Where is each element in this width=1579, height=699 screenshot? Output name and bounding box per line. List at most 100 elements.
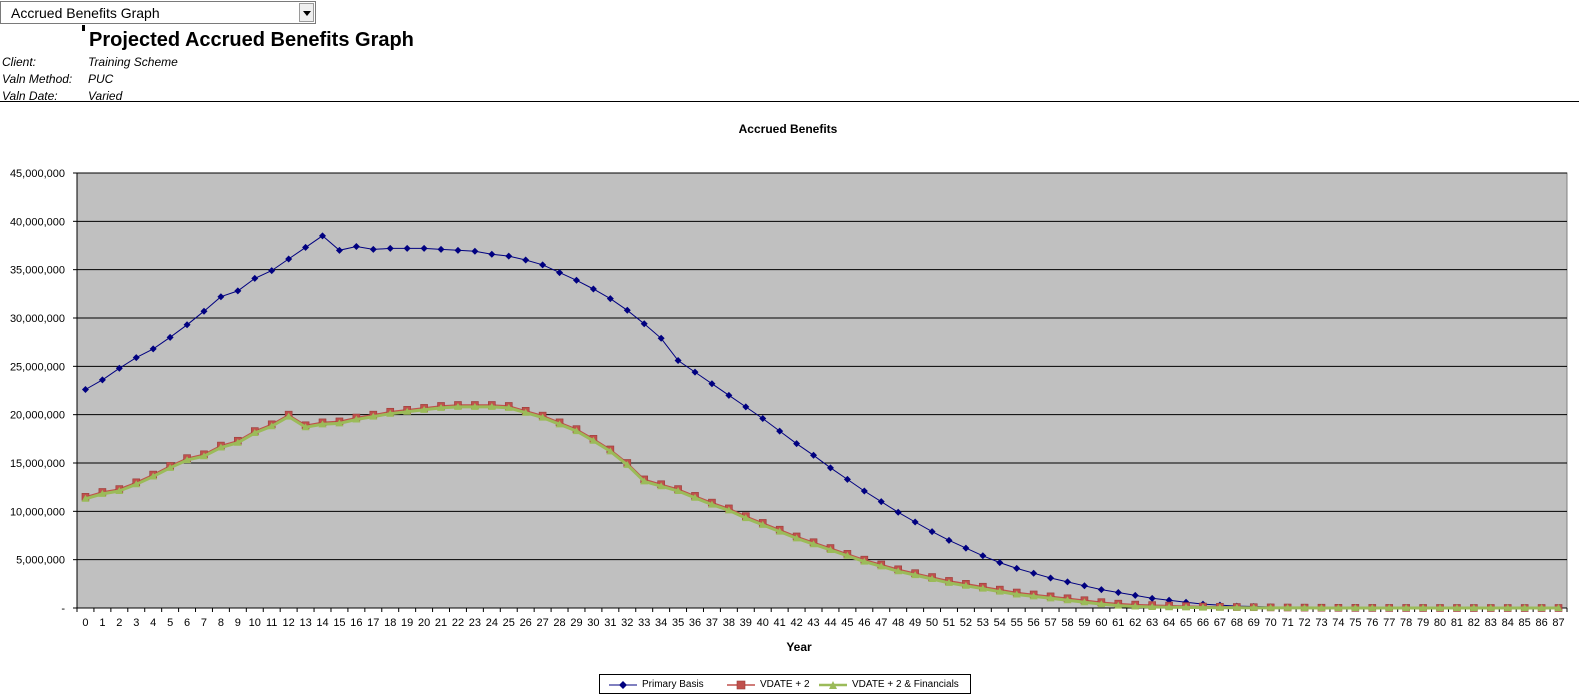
x-tick-label: 59 bbox=[1078, 617, 1090, 629]
data-point bbox=[166, 463, 175, 471]
data-point bbox=[724, 506, 733, 514]
data-point bbox=[1097, 600, 1106, 608]
x-tick-label: 67 bbox=[1214, 617, 1226, 629]
data-point bbox=[1131, 591, 1139, 599]
x-tick-label: 83 bbox=[1485, 617, 1497, 629]
x-tick-label: 12 bbox=[283, 617, 295, 629]
data-point bbox=[386, 409, 395, 417]
x-tick-label: 50 bbox=[926, 617, 938, 629]
x-tick-label: 26 bbox=[520, 617, 532, 629]
x-tick-label: 13 bbox=[299, 617, 311, 629]
data-point bbox=[640, 477, 649, 485]
data-point bbox=[471, 247, 479, 255]
data-point bbox=[1554, 603, 1563, 611]
data-point bbox=[1215, 603, 1224, 611]
x-tick-label: 42 bbox=[790, 617, 802, 629]
data-point bbox=[1402, 603, 1411, 611]
x-tick-label: 6 bbox=[184, 617, 190, 629]
y-tick-label: 30,000,000 bbox=[10, 313, 65, 325]
data-point bbox=[928, 575, 937, 582]
data-point bbox=[877, 498, 885, 506]
x-tick-label: 41 bbox=[774, 617, 786, 629]
x-tick-label: 49 bbox=[909, 617, 921, 629]
x-tick-label: 81 bbox=[1451, 617, 1463, 629]
data-point bbox=[860, 557, 869, 565]
data-point bbox=[843, 551, 852, 559]
x-tick-label: 14 bbox=[316, 617, 328, 629]
data-point bbox=[1537, 603, 1546, 611]
report-selector-value: Accrued Benefits Graph bbox=[11, 5, 160, 21]
data-point bbox=[319, 232, 327, 240]
x-tick-label: 17 bbox=[367, 617, 379, 629]
data-point bbox=[674, 357, 682, 365]
meta-value: PUC bbox=[88, 72, 114, 86]
x-tick-label: 78 bbox=[1400, 617, 1412, 629]
data-point bbox=[403, 244, 411, 252]
data-point bbox=[1080, 582, 1088, 590]
legend-swatch-primary bbox=[609, 681, 637, 689]
report-selector-dropdown[interactable]: Accrued Benefits Graph bbox=[0, 1, 316, 24]
data-point bbox=[1012, 590, 1021, 598]
data-point bbox=[217, 293, 225, 301]
legend-swatch-financials bbox=[819, 681, 847, 689]
data-point bbox=[267, 422, 276, 430]
x-tick-label: 56 bbox=[1028, 617, 1040, 629]
x-tick-label: 11 bbox=[266, 617, 277, 629]
data-point bbox=[945, 536, 953, 544]
x-tick-label: 28 bbox=[553, 617, 565, 629]
x-tick-label: 74 bbox=[1332, 617, 1344, 629]
data-point bbox=[810, 451, 818, 459]
data-point bbox=[1452, 603, 1461, 611]
x-tick-label: 24 bbox=[486, 617, 498, 629]
data-point bbox=[1182, 603, 1191, 611]
data-point bbox=[1300, 603, 1309, 611]
data-point bbox=[640, 320, 648, 328]
x-tick-label: 60 bbox=[1095, 617, 1107, 629]
data-point bbox=[911, 518, 919, 526]
x-tick-label: 33 bbox=[638, 617, 650, 629]
y-tick-label: 20,000,000 bbox=[10, 410, 65, 422]
data-point bbox=[1351, 603, 1360, 611]
x-tick-label: 1 bbox=[99, 617, 105, 629]
data-point bbox=[488, 250, 496, 258]
data-point bbox=[470, 402, 479, 410]
y-tick-label: 10,000,000 bbox=[10, 506, 65, 518]
x-tick-label: 43 bbox=[807, 617, 819, 629]
y-tick-label: 15,000,000 bbox=[10, 458, 65, 470]
data-point bbox=[691, 368, 699, 376]
x-tick-label: 34 bbox=[655, 617, 667, 629]
x-tick-label: 0 bbox=[82, 617, 88, 629]
data-point bbox=[454, 246, 462, 254]
data-point bbox=[1283, 603, 1292, 611]
x-tick-label: 77 bbox=[1383, 617, 1395, 629]
data-point bbox=[420, 244, 428, 252]
data-point bbox=[793, 440, 801, 448]
data-point bbox=[318, 420, 327, 428]
data-point bbox=[1046, 594, 1055, 602]
data-point bbox=[538, 413, 547, 421]
data-point bbox=[911, 571, 920, 579]
data-point bbox=[199, 452, 208, 460]
data-point bbox=[1047, 574, 1055, 582]
data-point bbox=[183, 321, 191, 329]
x-axis-ticks: 0 1 2 3 4 5 6 7 8 9 10 11 12 13 14 15 16 17 18 19 20 21 22 23 24… bbox=[76, 607, 1568, 629]
x-tick-label: 58 bbox=[1061, 617, 1073, 629]
data-point bbox=[386, 244, 394, 252]
y-tick-label: - bbox=[61, 603, 65, 615]
x-tick-label: 87 bbox=[1552, 617, 1564, 629]
y-tick-label: 35,000,000 bbox=[10, 265, 65, 277]
data-point bbox=[1080, 598, 1089, 606]
data-point bbox=[1368, 603, 1377, 611]
data-point bbox=[1266, 603, 1275, 611]
data-point bbox=[725, 391, 733, 399]
cell-corner-mark bbox=[82, 25, 85, 31]
x-tick-label: 46 bbox=[858, 617, 870, 629]
y-axis-ticks: - 5,000,000 10,000,000 15,000,000 20,000,000… bbox=[10, 168, 78, 615]
x-tick-label: 63 bbox=[1146, 617, 1158, 629]
dropdown-toggle-button[interactable] bbox=[299, 3, 314, 22]
x-tick-label: 5 bbox=[167, 617, 173, 629]
x-tick-label: 86 bbox=[1535, 617, 1547, 629]
x-tick-label: 80 bbox=[1434, 617, 1446, 629]
x-tick-label: 62 bbox=[1129, 617, 1141, 629]
legend-swatch-vdate bbox=[727, 680, 755, 690]
